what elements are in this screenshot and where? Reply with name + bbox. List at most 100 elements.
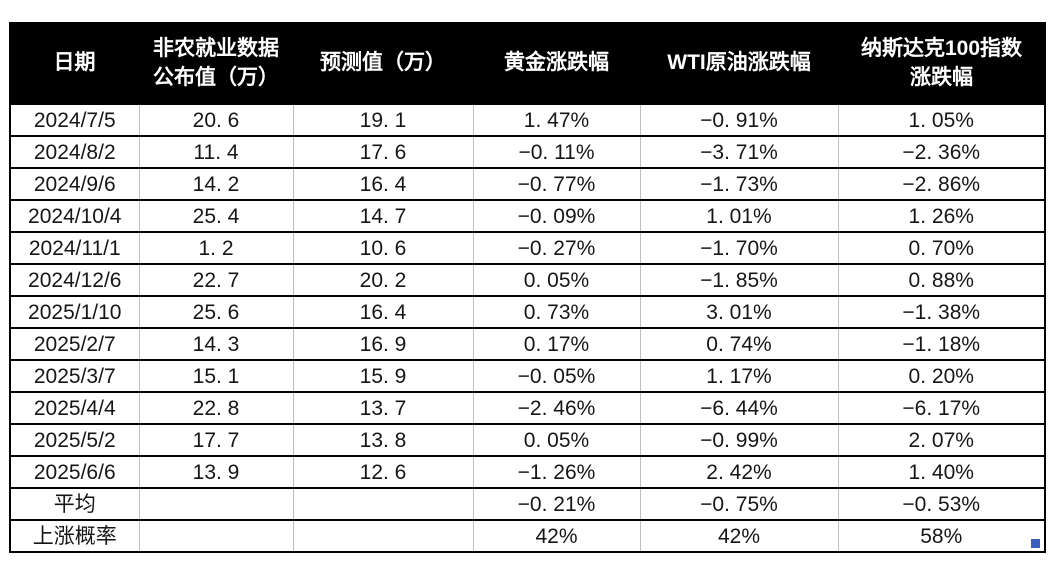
- cell-forecast[interactable]: 15. 9: [292, 359, 474, 393]
- cell-wti-change[interactable]: −1. 85%: [639, 263, 839, 297]
- cell-forecast[interactable]: 20. 2: [292, 263, 474, 297]
- cell-gold-change[interactable]: 0. 73%: [472, 295, 641, 329]
- cell-forecast[interactable]: 19. 1: [292, 103, 474, 137]
- cell-nfp-actual[interactable]: 1. 2: [138, 231, 294, 265]
- cell-nasdaq-change[interactable]: −0. 53%: [837, 487, 1046, 521]
- cell-nasdaq-change[interactable]: 58%: [837, 519, 1046, 553]
- cell-nfp-actual[interactable]: 17. 7: [138, 423, 294, 457]
- cell-forecast[interactable]: 16. 4: [292, 167, 474, 201]
- cell-nasdaq-change[interactable]: −2. 86%: [837, 167, 1046, 201]
- cell-gold-change[interactable]: 1. 47%: [472, 103, 641, 137]
- header-row: 日期 非农就业数据 公布值（万） 预测值（万） 黄金涨跌幅 WTI原油涨跌幅 纳…: [9, 22, 1046, 105]
- cell-wti-change[interactable]: 0. 74%: [639, 327, 839, 361]
- cell-gold-change[interactable]: −2. 46%: [472, 391, 641, 425]
- cell-nasdaq-change[interactable]: −1. 18%: [837, 327, 1046, 361]
- cell-forecast[interactable]: 16. 4: [292, 295, 474, 329]
- cell-wti-change[interactable]: −3. 71%: [639, 135, 839, 169]
- cell-date[interactable]: 2024/12/6: [9, 263, 140, 297]
- cell-forecast[interactable]: 13. 7: [292, 391, 474, 425]
- cell-nasdaq-change[interactable]: 0. 20%: [837, 359, 1046, 393]
- col-header-forecast[interactable]: 预测值（万）: [292, 22, 474, 105]
- cell-nfp-actual[interactable]: 25. 6: [138, 295, 294, 329]
- cell-wti-change[interactable]: 2. 42%: [639, 455, 839, 489]
- cell-wti-change[interactable]: −6. 44%: [639, 391, 839, 425]
- cell-date[interactable]: 2024/8/2: [9, 135, 140, 169]
- cell-nasdaq-change[interactable]: 0. 88%: [837, 263, 1046, 297]
- cell-nfp-actual[interactable]: 14. 2: [138, 167, 294, 201]
- col-header-actual[interactable]: 非农就业数据 公布值（万）: [138, 22, 294, 105]
- cell-wti-change[interactable]: −1. 73%: [639, 167, 839, 201]
- cell-nasdaq-change[interactable]: 1. 05%: [837, 103, 1046, 137]
- cell-nfp-actual[interactable]: 14. 3: [138, 327, 294, 361]
- table-row: 2024/11/1 1. 2 10. 6 −0. 27% −1. 70% 0. …: [9, 231, 1046, 265]
- cell-gold-change[interactable]: −0. 09%: [472, 199, 641, 233]
- cell-date[interactable]: 2025/3/7: [9, 359, 140, 393]
- cell-nasdaq-change[interactable]: −1. 38%: [837, 295, 1046, 329]
- cell-forecast[interactable]: [292, 519, 474, 553]
- cell-wti-change[interactable]: 42%: [639, 519, 839, 553]
- cell-gold-change[interactable]: −0. 77%: [472, 167, 641, 201]
- cell-wti-change[interactable]: −1. 70%: [639, 231, 839, 265]
- table-row: 2025/3/7 15. 1 15. 9 −0. 05% 1. 17% 0. 2…: [9, 359, 1046, 393]
- cell-gold-change[interactable]: −0. 21%: [472, 487, 641, 521]
- table-row: 2024/9/6 14. 2 16. 4 −0. 77% −1. 73% −2.…: [9, 167, 1046, 201]
- cell-wti-change[interactable]: −0. 91%: [639, 103, 839, 137]
- cell-forecast[interactable]: 16. 9: [292, 327, 474, 361]
- cell-gold-change[interactable]: 0. 17%: [472, 327, 641, 361]
- cell-nfp-actual[interactable]: 13. 9: [138, 455, 294, 489]
- cell-date[interactable]: 2025/1/10: [9, 295, 140, 329]
- cell-date[interactable]: 2025/2/7: [9, 327, 140, 361]
- cell-nfp-actual[interactable]: 22. 7: [138, 263, 294, 297]
- cell-nfp-actual[interactable]: [138, 487, 294, 521]
- cell-wti-change[interactable]: 1. 17%: [639, 359, 839, 393]
- cell-date[interactable]: 2025/5/2: [9, 423, 140, 457]
- cell-forecast[interactable]: 10. 6: [292, 231, 474, 265]
- cell-nasdaq-change[interactable]: 1. 40%: [837, 455, 1046, 489]
- cell-nasdaq-change[interactable]: −6. 17%: [837, 391, 1046, 425]
- cell-nfp-actual[interactable]: [138, 519, 294, 553]
- cell-nasdaq-change[interactable]: 2. 07%: [837, 423, 1046, 457]
- cell-date[interactable]: 2025/6/6: [9, 455, 140, 489]
- cell-gold-change[interactable]: −0. 05%: [472, 359, 641, 393]
- table-row: 2025/4/4 22. 8 13. 7 −2. 46% −6. 44% −6.…: [9, 391, 1046, 425]
- cell-date[interactable]: 2024/9/6: [9, 167, 140, 201]
- cell-probability-label[interactable]: 上涨概率: [9, 519, 140, 553]
- cell-nfp-actual[interactable]: 15. 1: [138, 359, 294, 393]
- cell-wti-change[interactable]: 3. 01%: [639, 295, 839, 329]
- cell-gold-change[interactable]: 0. 05%: [472, 423, 641, 457]
- cell-nfp-actual[interactable]: 11. 4: [138, 135, 294, 169]
- table-row: 2024/7/5 20. 6 19. 1 1. 47% −0. 91% 1. 0…: [9, 103, 1046, 137]
- cell-nasdaq-change[interactable]: 0. 70%: [837, 231, 1046, 265]
- cell-date[interactable]: 2024/11/1: [9, 231, 140, 265]
- cell-forecast[interactable]: 14. 7: [292, 199, 474, 233]
- cell-forecast[interactable]: 17. 6: [292, 135, 474, 169]
- cell-nasdaq-change[interactable]: −2. 36%: [837, 135, 1046, 169]
- cell-gold-change[interactable]: −0. 11%: [472, 135, 641, 169]
- cell-gold-change[interactable]: 42%: [472, 519, 641, 553]
- cell-forecast[interactable]: 13. 8: [292, 423, 474, 457]
- cell-average-label[interactable]: 平均: [9, 487, 140, 521]
- cell-nfp-actual[interactable]: 25. 4: [138, 199, 294, 233]
- col-header-wti[interactable]: WTI原油涨跌幅: [639, 22, 839, 105]
- cell-gold-change[interactable]: 0. 05%: [472, 263, 641, 297]
- cell-nfp-actual[interactable]: 22. 8: [138, 391, 294, 425]
- cell-nfp-actual[interactable]: 20. 6: [138, 103, 294, 137]
- col-header-nasdaq[interactable]: 纳斯达克100指数 涨跌幅: [837, 22, 1046, 105]
- col-header-gold[interactable]: 黄金涨跌幅: [472, 22, 641, 105]
- up-probability-row: 上涨概率 42% 42% 58%: [9, 519, 1046, 553]
- cell-gold-change[interactable]: −0. 27%: [472, 231, 641, 265]
- cell-forecast[interactable]: [292, 487, 474, 521]
- cell-wti-change[interactable]: 1. 01%: [639, 199, 839, 233]
- cell-date[interactable]: 2024/7/5: [9, 103, 140, 137]
- cell-nasdaq-change[interactable]: 1. 26%: [837, 199, 1046, 233]
- cell-forecast[interactable]: 12. 6: [292, 455, 474, 489]
- cell-wti-change[interactable]: −0. 99%: [639, 423, 839, 457]
- cell-wti-change[interactable]: −0. 75%: [639, 487, 839, 521]
- col-header-date[interactable]: 日期: [9, 22, 140, 105]
- selection-fill-handle[interactable]: [1031, 539, 1040, 548]
- cell-date[interactable]: 2024/10/4: [9, 199, 140, 233]
- table-row: 2025/1/10 25. 6 16. 4 0. 73% 3. 01% −1. …: [9, 295, 1046, 329]
- cell-date[interactable]: 2025/4/4: [9, 391, 140, 425]
- cell-gold-change[interactable]: −1. 26%: [472, 455, 641, 489]
